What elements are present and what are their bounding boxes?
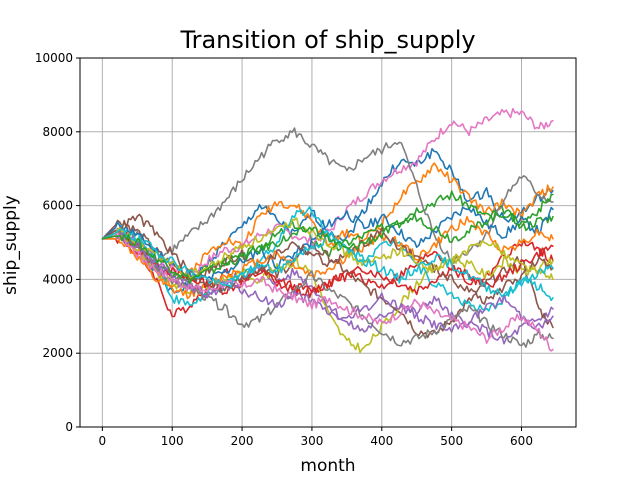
axes-frame: [79, 57, 577, 428]
y-axis-title: ship_supply: [1, 195, 21, 295]
series-line-20: [101, 193, 554, 285]
x-axis-title: month: [300, 456, 355, 476]
series-line-17: [101, 230, 554, 352]
series-line-16: [101, 213, 554, 305]
axis-ticks: 0 100 200 300 400 500 600020004000600080001000…: [35, 51, 533, 448]
series-lines: [101, 108, 554, 354]
series-line-3: [101, 190, 554, 285]
chart-title: Transition of ship_supply: [179, 26, 475, 54]
x-tick-label: 300: [300, 434, 323, 448]
y-tick-label: 6000: [42, 199, 73, 213]
series-line-19: [101, 228, 554, 298]
series-line-18: [101, 217, 554, 281]
x-tick-label: 0: [99, 434, 107, 448]
x-tick-label: 400: [370, 434, 393, 448]
y-tick-label: 2000: [42, 346, 73, 360]
y-tick-label: 0: [65, 420, 73, 434]
x-tick-label: 600: [510, 434, 533, 448]
series-line-15: [101, 231, 554, 333]
series-line-12: [101, 216, 554, 300]
y-tick-label: 8000: [42, 125, 73, 139]
y-tick-label: 10000: [35, 51, 73, 65]
x-tick-label: 500: [440, 434, 463, 448]
series-line-8: [101, 127, 554, 265]
x-tick-label: 200: [231, 434, 254, 448]
series-line-7: [101, 108, 554, 278]
x-tick-label: 100: [161, 434, 184, 448]
y-tick-label: 4000: [42, 272, 73, 286]
